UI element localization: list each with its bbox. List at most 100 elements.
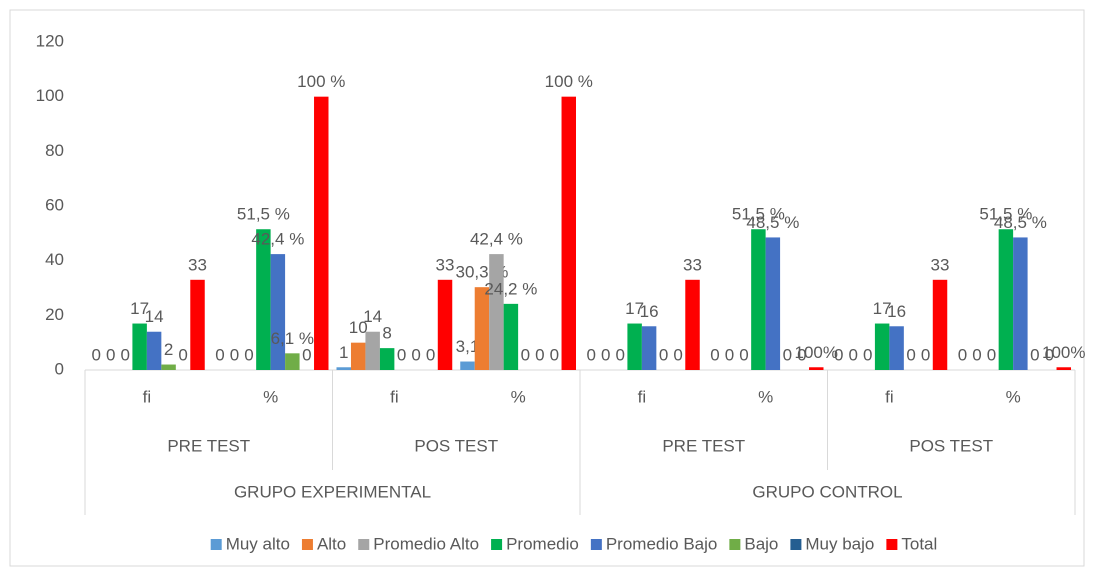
group-label: GRUPO EXPERIMENTAL — [234, 482, 431, 501]
y-tick-label: 120 — [36, 31, 64, 50]
data-label: 0 — [601, 345, 610, 364]
bar — [874, 323, 890, 370]
bar — [641, 326, 657, 370]
data-label: 0 — [302, 345, 311, 364]
bar — [256, 229, 271, 370]
legend-swatch — [491, 539, 503, 550]
y-tick-label: 80 — [45, 141, 64, 160]
data-label: 0 — [659, 345, 668, 364]
data-label: 2 — [164, 340, 173, 359]
data-label: 33 — [436, 255, 455, 274]
bar — [932, 279, 948, 370]
data-label: 14 — [145, 307, 164, 326]
data-label: 51,5 % — [979, 205, 1032, 224]
data-label: 0 — [587, 345, 596, 364]
y-tick-label: 100 — [36, 86, 64, 105]
legend-label: Total — [901, 534, 937, 553]
data-label: 0 — [921, 345, 930, 364]
data-label: 0 — [834, 345, 843, 364]
data-label: 1 — [339, 343, 348, 362]
data-label: 0 — [783, 345, 792, 364]
bar — [998, 229, 1014, 370]
data-label: 100 % — [545, 72, 593, 91]
data-label: 0 — [725, 345, 734, 364]
data-label: 0 — [106, 345, 115, 364]
data-label: 33 — [188, 255, 207, 274]
data-label: 42,4 % — [470, 230, 523, 249]
test-label: PRE TEST — [662, 436, 745, 455]
data-label: 0 — [673, 345, 682, 364]
bar — [751, 229, 766, 370]
data-label: 0 — [178, 345, 187, 364]
legend-swatch — [358, 539, 370, 550]
bar — [285, 353, 300, 370]
data-label: 0 — [1030, 345, 1039, 364]
data-label: 0 — [92, 345, 101, 364]
x-tick-label: % — [758, 387, 773, 406]
bar — [132, 323, 147, 370]
data-label: 0 — [535, 345, 544, 364]
bar — [314, 96, 329, 371]
bar — [437, 279, 453, 370]
data-label: 0 — [710, 345, 719, 364]
x-tick-label: % — [511, 387, 526, 406]
data-label: 0 — [244, 345, 253, 364]
data-label: 17 — [625, 299, 644, 318]
data-label: 100% — [795, 343, 838, 362]
test-label: PRE TEST — [167, 436, 250, 455]
data-label: 16 — [887, 302, 906, 321]
data-label: 0 — [1045, 345, 1054, 364]
data-label: 100% — [1042, 343, 1085, 362]
group-label: GRUPO CONTROL — [752, 482, 902, 501]
bar — [627, 323, 642, 370]
x-tick-label: fi — [885, 387, 894, 406]
data-label: 33 — [683, 255, 702, 274]
bar — [765, 237, 781, 370]
test-label: POS TEST — [909, 436, 993, 455]
x-tick-label: fi — [638, 387, 647, 406]
y-tick-label: 40 — [45, 250, 64, 269]
legend-label: Muy bajo — [805, 534, 874, 553]
bar — [1056, 367, 1071, 370]
data-label: 16 — [640, 302, 659, 321]
data-label: 0 — [863, 345, 872, 364]
data-label: 0 — [958, 345, 967, 364]
chart-border — [9, 9, 1085, 567]
data-label: 0 — [521, 345, 530, 364]
data-label: 0 — [230, 345, 239, 364]
bar — [685, 279, 700, 370]
data-label: 33 — [931, 255, 950, 274]
data-label: 6,1 % — [271, 329, 314, 348]
legend-swatch — [790, 539, 802, 550]
bar — [489, 254, 504, 370]
legend-label: Promedio Alto — [373, 534, 479, 553]
data-label: 42,4 % — [251, 230, 304, 249]
x-tick-label: fi — [390, 387, 399, 406]
legend-swatch — [729, 539, 741, 550]
data-label: 51,5 % — [237, 205, 290, 224]
bar — [161, 364, 176, 370]
data-label: 17 — [873, 299, 892, 318]
data-label: 0 — [797, 345, 806, 364]
legend-swatch — [210, 539, 222, 550]
data-label: 24,2 % — [484, 279, 537, 298]
data-label: 0 — [411, 345, 420, 364]
data-label: 51,5 % — [732, 205, 785, 224]
legend-label: Promedio Bajo — [606, 534, 718, 553]
data-label: 0 — [426, 345, 435, 364]
data-label: 0 — [972, 345, 981, 364]
x-tick-label: fi — [143, 387, 152, 406]
data-label: 3,1 — [456, 337, 480, 356]
legend-swatch — [301, 539, 313, 550]
bar — [365, 331, 380, 370]
data-label: 0 — [906, 345, 915, 364]
bar — [460, 361, 475, 370]
data-label: 17 — [130, 299, 149, 318]
legend-swatch — [590, 539, 602, 550]
data-label: 10 — [349, 318, 368, 337]
data-label: 0 — [615, 345, 624, 364]
bar — [146, 331, 162, 370]
bar — [1013, 237, 1028, 370]
data-label: 0 — [397, 345, 406, 364]
